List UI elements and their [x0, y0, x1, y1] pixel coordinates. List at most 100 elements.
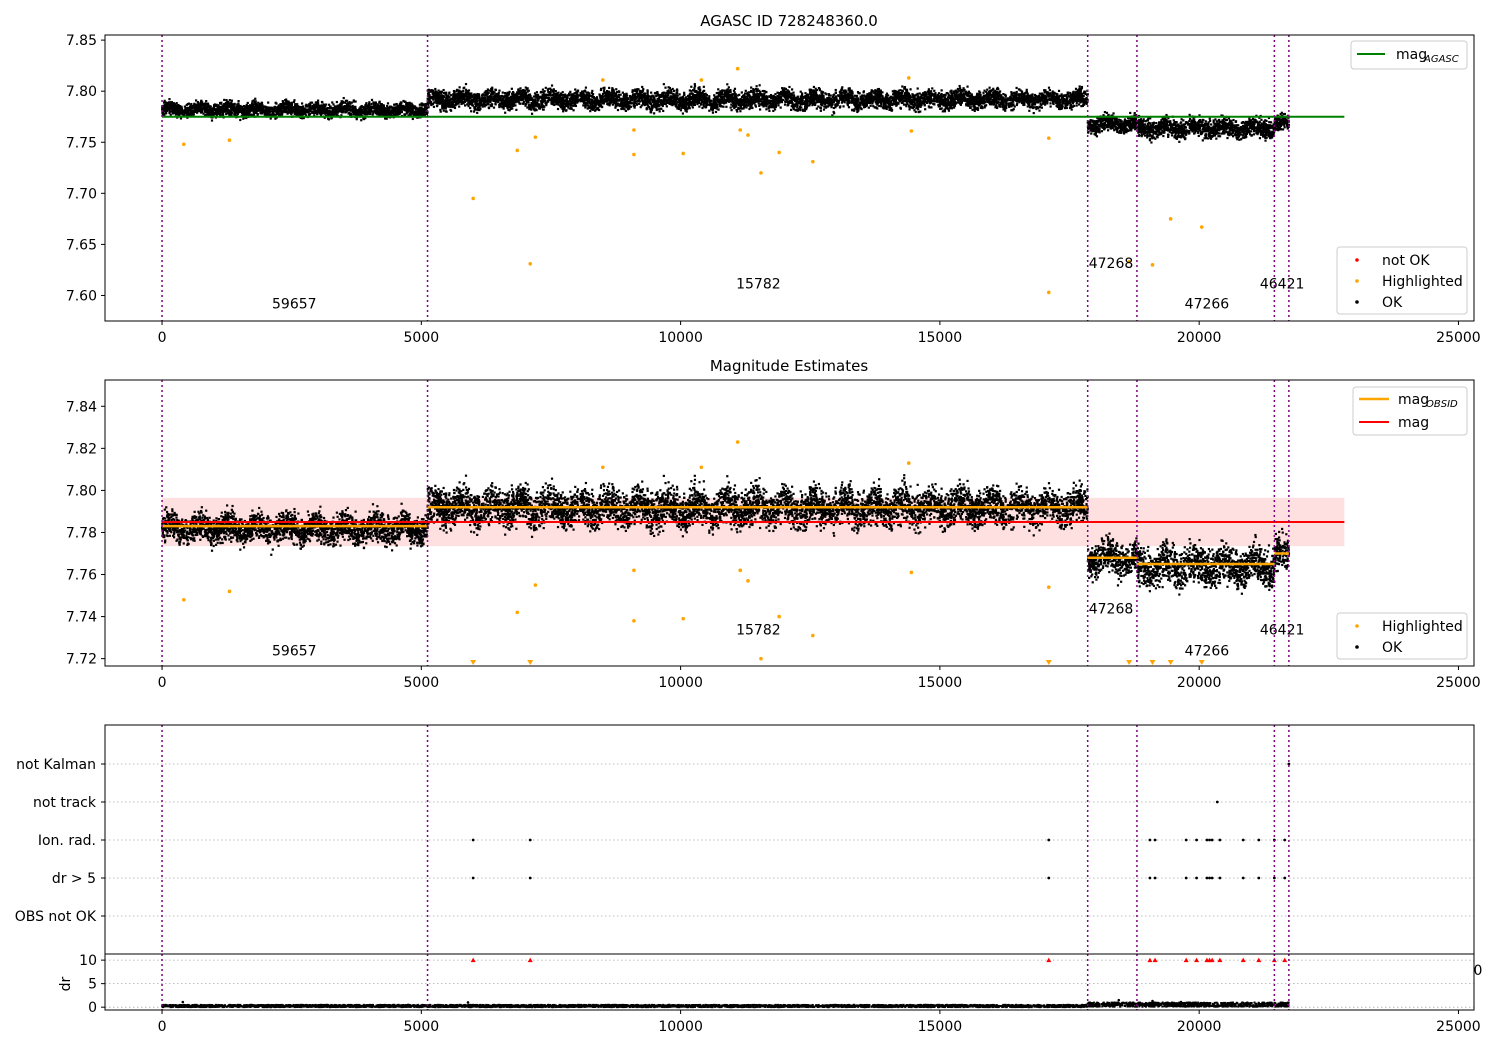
- ok-point: [1075, 104, 1078, 107]
- ok-point: [302, 108, 305, 111]
- ok-point: [229, 105, 233, 108]
- ok-point: [408, 112, 411, 115]
- ok-point: [641, 85, 644, 89]
- ok-point: [230, 107, 234, 110]
- x-tick-label: 10000: [658, 330, 703, 346]
- ok-point: [292, 100, 296, 104]
- ok-point: [179, 107, 182, 110]
- ok-point: [352, 113, 355, 116]
- ok-point: [657, 108, 660, 111]
- ok-point: [325, 108, 328, 111]
- ok-point: [223, 98, 226, 102]
- ok-point: [472, 96, 475, 99]
- ok-point: [400, 108, 403, 111]
- ok-point: [315, 102, 319, 105]
- ok-point: [408, 101, 411, 104]
- ok-point: [406, 104, 409, 107]
- ok-point: [584, 105, 587, 108]
- ok-point: [298, 112, 301, 115]
- ok-point: [979, 106, 982, 109]
- ok-point: [340, 102, 343, 105]
- ok-point: [317, 104, 320, 108]
- ok-point: [298, 110, 301, 113]
- ok-point: [286, 100, 289, 103]
- ok-point: [966, 85, 969, 88]
- ok-point: [228, 99, 231, 102]
- ok-point: [258, 102, 262, 106]
- ok-point: [384, 110, 388, 113]
- ok-point: [299, 111, 303, 114]
- ok-point: [693, 83, 696, 86]
- ok-point: [290, 102, 294, 106]
- ok-point: [782, 94, 785, 97]
- ok-point: [168, 103, 172, 106]
- ok-point: [381, 109, 384, 112]
- ok-point: [410, 102, 413, 105]
- ok-point: [382, 105, 386, 108]
- ok-point: [370, 102, 373, 106]
- ok-point: [231, 103, 234, 106]
- ok-point: [271, 107, 275, 110]
- ok-point: [348, 104, 351, 107]
- ok-point: [329, 110, 332, 113]
- ok-point: [236, 103, 239, 106]
- ok-point: [719, 105, 722, 108]
- ok-point: [947, 95, 950, 98]
- ok-point: [409, 114, 412, 117]
- ok-point: [290, 112, 293, 116]
- ok-point: [303, 111, 307, 114]
- ok-point: [377, 112, 380, 116]
- ok-point: [1069, 91, 1072, 95]
- ok-point: [862, 90, 866, 93]
- ok-point: [758, 84, 761, 87]
- ok-point: [598, 93, 601, 96]
- ok-point: [546, 89, 549, 92]
- ok-point: [983, 96, 986, 99]
- ok-point: [399, 101, 402, 104]
- ok-point: [398, 112, 401, 116]
- ok-point: [931, 87, 934, 90]
- ok-point: [190, 113, 193, 116]
- ok-point: [294, 103, 297, 106]
- ok-point: [261, 107, 265, 110]
- ok-point: [989, 89, 992, 92]
- ok-point: [386, 108, 389, 112]
- ok-point: [903, 92, 906, 95]
- ok-point: [169, 113, 172, 116]
- ok-point: [269, 117, 272, 120]
- ok-point: [393, 113, 396, 117]
- ok-point: [462, 89, 465, 93]
- ok-point: [336, 109, 340, 112]
- ok-point: [574, 88, 577, 91]
- ok-point: [314, 101, 317, 104]
- ok-point: [386, 102, 390, 105]
- ok-point: [167, 103, 170, 107]
- ok-point: [420, 109, 423, 113]
- ok-point: [388, 110, 391, 113]
- ok-point: [285, 110, 289, 113]
- ok-point: [183, 109, 186, 113]
- ok-point: [916, 87, 919, 90]
- ok-point: [172, 103, 175, 107]
- ok-point: [344, 108, 347, 111]
- ok-point: [783, 87, 786, 90]
- ok-point: [398, 110, 401, 114]
- ok-point: [305, 114, 308, 117]
- ok-point: [251, 109, 255, 112]
- ok-point: [171, 106, 174, 109]
- ok-point: [395, 108, 398, 111]
- ok-point: [340, 103, 343, 106]
- ok-point: [202, 106, 206, 110]
- ok-point: [227, 101, 230, 104]
- ok-point: [287, 101, 290, 104]
- ok-point: [239, 109, 242, 112]
- ok-point: [199, 106, 202, 109]
- ok-point: [319, 109, 322, 112]
- ok-point: [543, 105, 546, 108]
- ok-point: [325, 103, 328, 106]
- ok-point: [752, 88, 756, 92]
- ok-point: [345, 109, 348, 112]
- ok-point: [406, 107, 409, 110]
- ok-point: [644, 92, 647, 95]
- ok-point: [733, 87, 737, 90]
